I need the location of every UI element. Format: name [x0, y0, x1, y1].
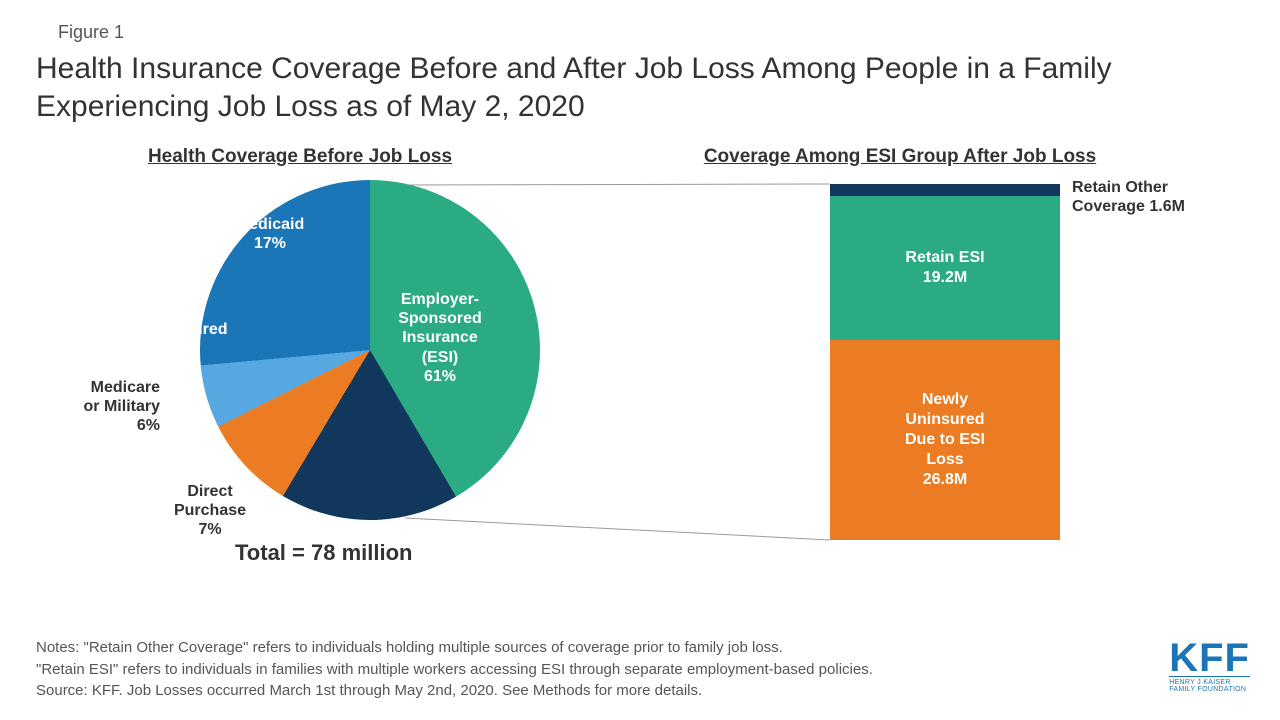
slice-label-uninsured: Uninsured9% [138, 320, 238, 358]
stacked-bar: Retain ESI19.2MNewlyUninsuredDue to ESIL… [830, 184, 1060, 540]
slice-label-direct: DirectPurchase7% [160, 482, 260, 540]
notes-block: Notes: "Retain Other Coverage" refers to… [36, 637, 1100, 702]
bar-segment-retain_esi: Retain ESI19.2M [830, 196, 1060, 340]
subtitle-right: Coverage Among ESI Group After Job Loss [650, 146, 1150, 168]
bar-segment-retain_other [830, 184, 1060, 196]
chart-title: Health Insurance Coverage Before and Aft… [36, 50, 1244, 125]
slice-label-esi: Employer-SponsoredInsurance(ESI)61% [370, 290, 510, 386]
pie-chart: Employer-SponsoredInsurance(ESI)61% Medi… [200, 180, 540, 520]
slice-label-medicaid: Medicaid17% [220, 215, 320, 253]
logo-main: KFF [1169, 640, 1250, 676]
figure-label: Figure 1 [58, 22, 124, 43]
pie-total: Total = 78 million [235, 540, 412, 566]
note-line-2: "Retain ESI" refers to individuals in fa… [36, 659, 1100, 681]
note-line-3: Source: KFF. Job Losses occurred March 1… [36, 680, 1100, 702]
slice-label-medicare: Medicareor Military6% [60, 378, 160, 436]
kff-logo: KFF HENRY J KAISERFAMILY FOUNDATION [1169, 640, 1250, 694]
subtitle-left: Health Coverage Before Job Loss [120, 146, 480, 168]
bar-label-retain_other: Retain OtherCoverage 1.6M [1072, 178, 1185, 216]
bar-segment-newly_uninsured: NewlyUninsuredDue to ESILoss26.8M [830, 340, 1060, 540]
note-line-1: Notes: "Retain Other Coverage" refers to… [36, 637, 1100, 659]
